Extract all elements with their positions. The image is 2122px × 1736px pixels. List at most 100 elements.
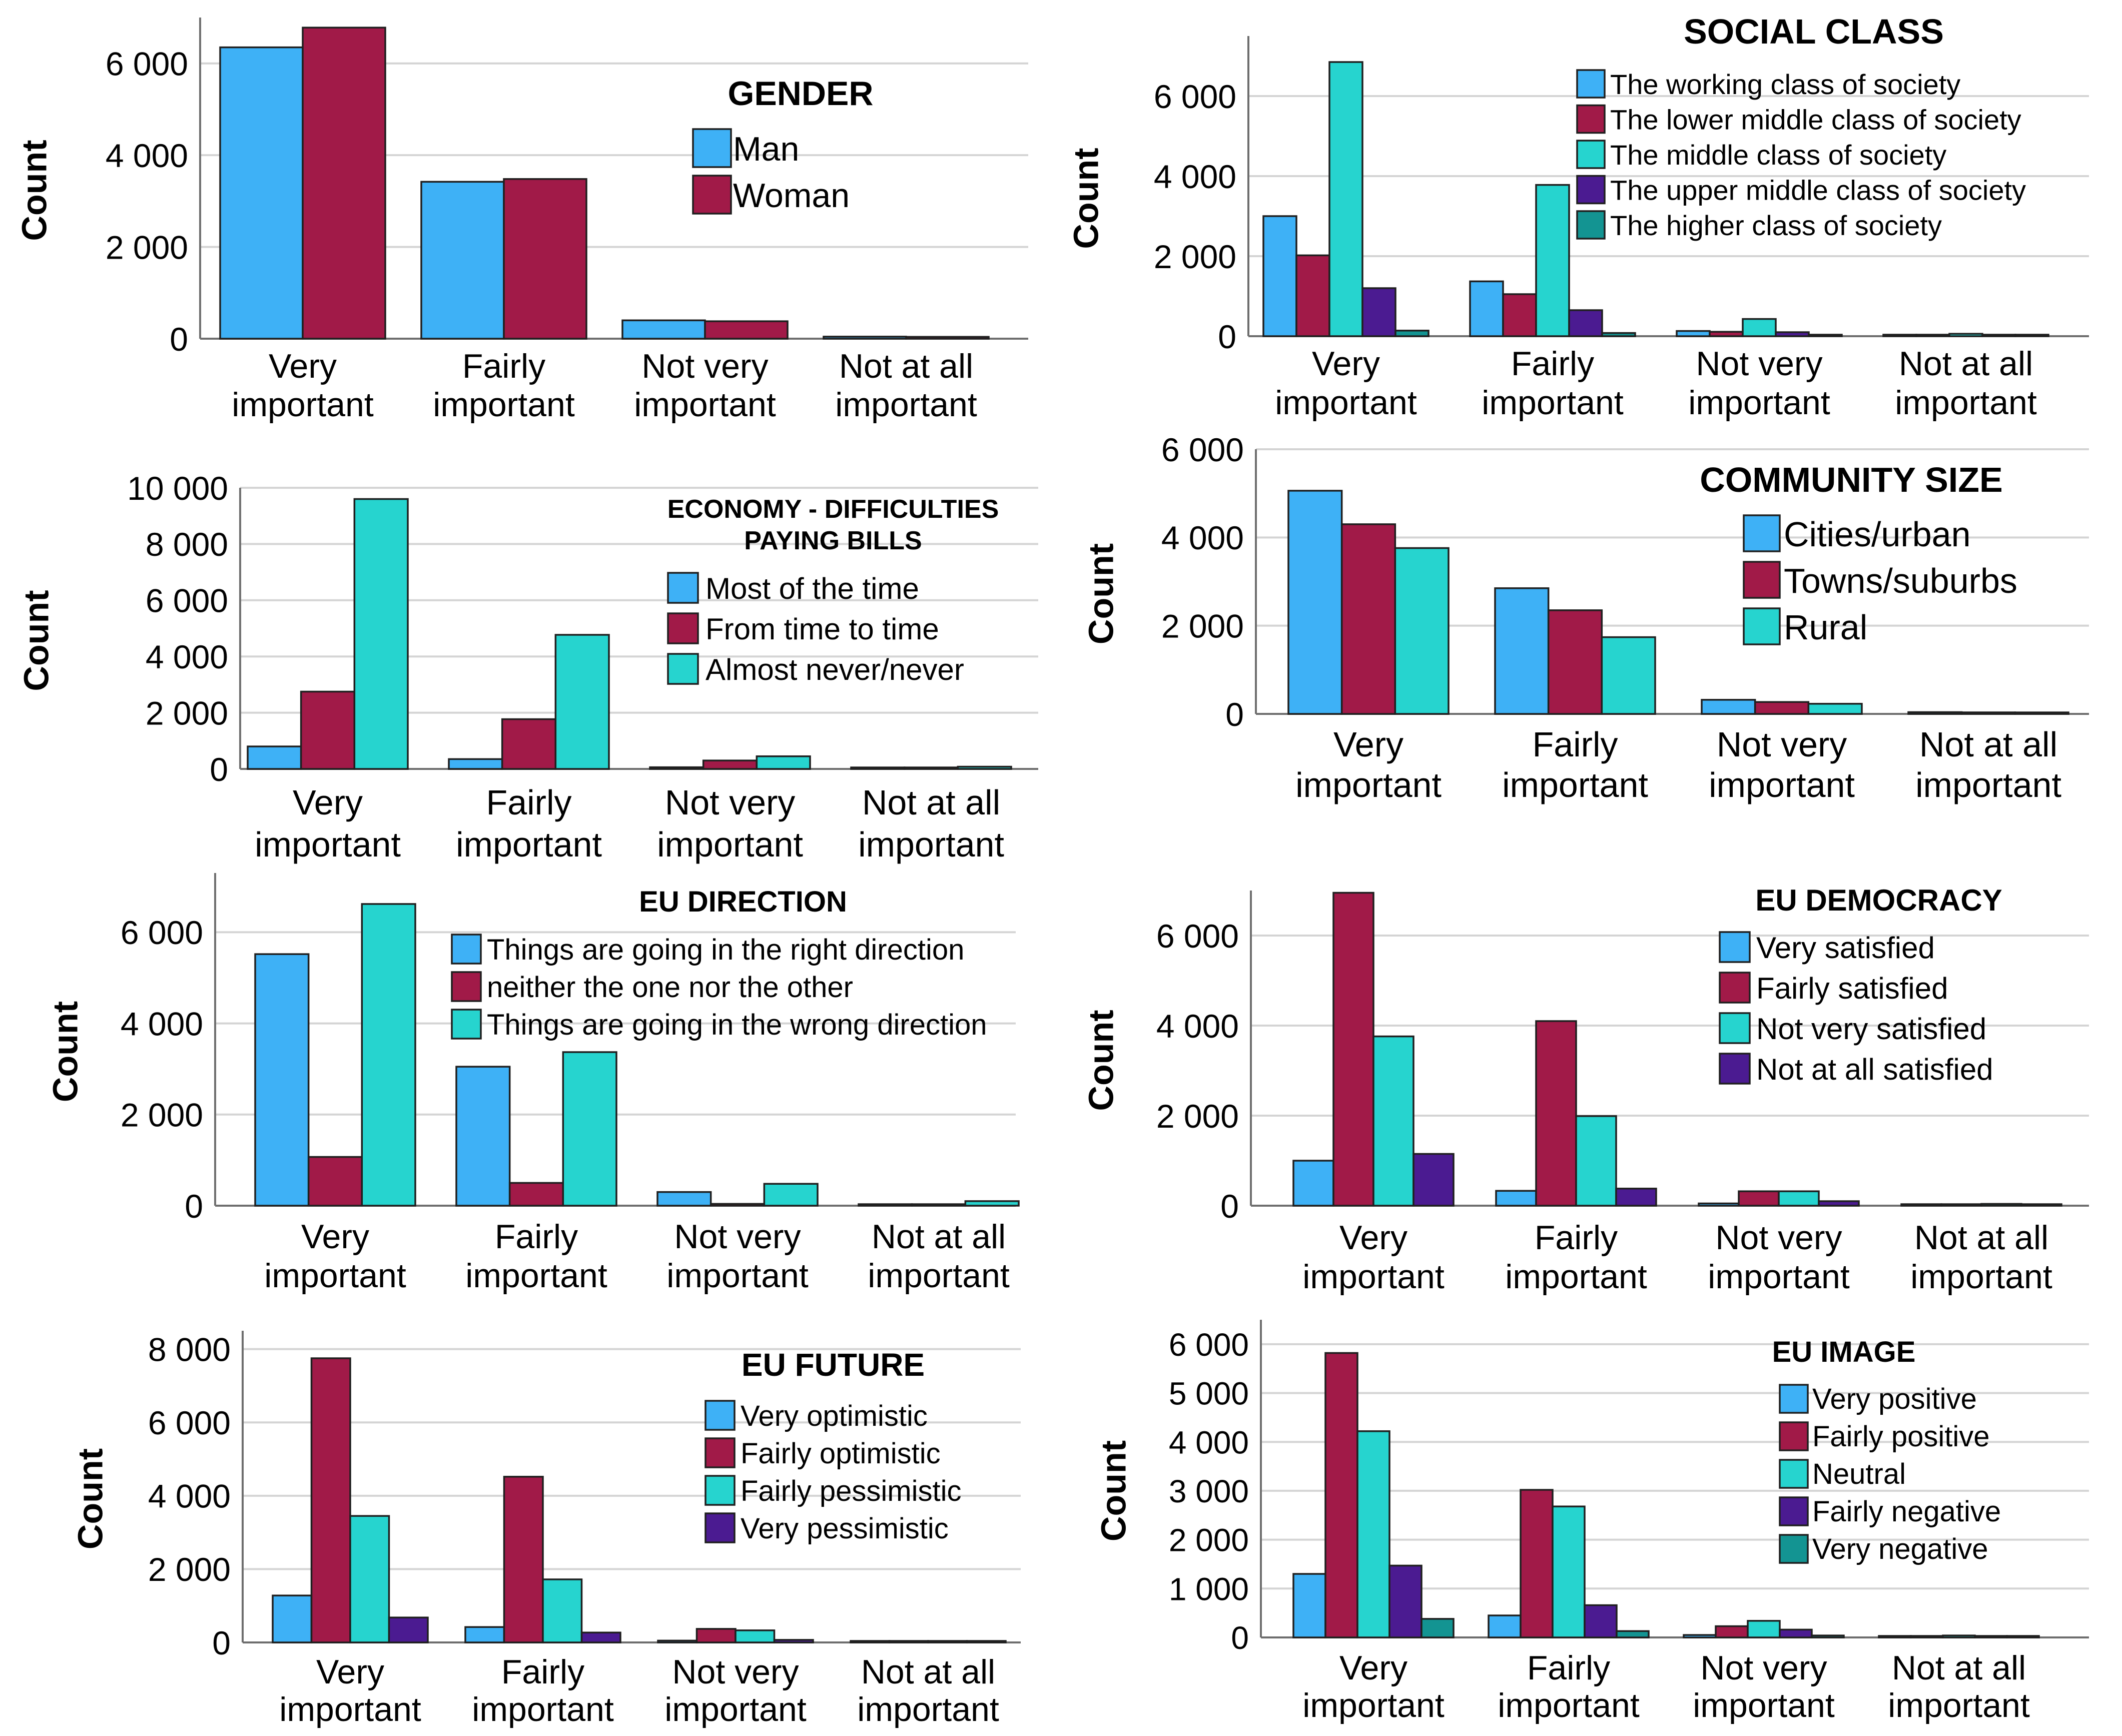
y-tick-label: 0 bbox=[1225, 696, 1244, 733]
x-tick-label: important bbox=[264, 1257, 406, 1295]
y-tick-label: 0 bbox=[210, 751, 228, 788]
bar bbox=[1421, 1618, 1455, 1638]
bar bbox=[1361, 287, 1396, 337]
y-axis-label: Count bbox=[46, 1001, 85, 1102]
bar bbox=[247, 745, 302, 770]
x-tick-label: Very bbox=[293, 783, 363, 822]
legend-title: PAYING BILLS bbox=[744, 526, 922, 555]
legend-label: Fairly pessimistic bbox=[741, 1475, 962, 1507]
x-tick-label: Not very bbox=[1717, 725, 1847, 764]
legend-label: Fairly satisfied bbox=[1756, 972, 1948, 1005]
legend-label: Fairly negative bbox=[1812, 1495, 2001, 1528]
legend: SOCIAL CLASS The working class of society… bbox=[1576, 12, 2026, 241]
bar bbox=[1568, 309, 1603, 337]
x-tick-label: Very bbox=[301, 1218, 369, 1256]
legend: EU IMAGE Very positive Fairly positive Neut… bbox=[1772, 1336, 2001, 1565]
y-tick-label: 2 000 bbox=[1156, 1098, 1239, 1135]
bar bbox=[1494, 587, 1550, 715]
legend-swatch bbox=[692, 128, 732, 168]
y-axis-label: Count bbox=[1067, 148, 1106, 249]
x-tick-label: important bbox=[835, 386, 977, 424]
bar bbox=[1742, 318, 1777, 337]
legend-swatch bbox=[451, 1009, 482, 1040]
y-tick-label: 3 000 bbox=[1169, 1473, 1249, 1509]
y-tick-label: 2 000 bbox=[1161, 607, 1244, 644]
bar bbox=[704, 320, 789, 340]
bar bbox=[1698, 1202, 1740, 1207]
x-tick-label: Fairly bbox=[462, 347, 545, 385]
x-tick-label: Not at all bbox=[861, 1653, 995, 1691]
bar bbox=[1779, 1628, 1813, 1638]
legend-swatch bbox=[704, 1512, 736, 1543]
legend-swatch bbox=[1743, 607, 1781, 645]
x-tick-label: Not at all bbox=[839, 347, 973, 385]
bar bbox=[2014, 711, 2069, 715]
bar bbox=[1811, 1634, 1845, 1638]
x-tick-label: Very bbox=[1339, 1219, 1407, 1257]
legend-label: Very positive bbox=[1812, 1383, 1977, 1415]
bar bbox=[1701, 699, 1756, 715]
y-tick-label: 6 000 bbox=[106, 45, 188, 82]
bar bbox=[1412, 1153, 1455, 1207]
y-tick-label: 6 000 bbox=[1154, 78, 1236, 115]
legend-swatch bbox=[704, 1400, 736, 1431]
y-tick-label: 1 000 bbox=[1169, 1571, 1249, 1607]
bar bbox=[300, 690, 356, 770]
x-tick-label: important bbox=[1302, 1686, 1445, 1724]
bar bbox=[2014, 334, 2049, 337]
legend-swatch bbox=[1719, 931, 1751, 963]
bar bbox=[735, 1629, 776, 1643]
bar bbox=[966, 1640, 1007, 1643]
legend-label: Things are going in the right direction bbox=[487, 934, 964, 966]
y-tick-labels: 0 2 000 4 000 6 000 bbox=[1154, 78, 1236, 355]
y-tick-label: 4 000 bbox=[146, 638, 228, 675]
bar bbox=[254, 953, 310, 1207]
bar bbox=[272, 1594, 313, 1643]
x-tick-label: important bbox=[1302, 1258, 1445, 1296]
gridlines bbox=[1261, 1343, 2089, 1590]
bar bbox=[302, 27, 386, 340]
legend-label: Cities/urban bbox=[1784, 515, 1971, 554]
bars bbox=[254, 903, 1020, 1207]
x-tick-label: important bbox=[868, 1257, 1010, 1295]
legend-label: The higher class of society bbox=[1610, 210, 1942, 241]
bar bbox=[1340, 523, 1396, 715]
legend-swatch bbox=[1779, 1384, 1809, 1414]
y-tick-label: 2 000 bbox=[1169, 1522, 1249, 1558]
legend-title: ECONOMY - DIFFICULTIES bbox=[667, 495, 999, 524]
bar bbox=[621, 319, 706, 340]
gridlines bbox=[1248, 95, 2089, 257]
y-tick-label: 2 000 bbox=[148, 1551, 231, 1588]
bar bbox=[1394, 547, 1450, 715]
legend-swatch bbox=[1779, 1421, 1809, 1451]
x-tick-label: Fairly bbox=[1535, 1219, 1618, 1257]
bar bbox=[702, 759, 758, 770]
legend-label: Neutral bbox=[1812, 1458, 1906, 1490]
bar bbox=[1960, 711, 2016, 715]
bar bbox=[420, 181, 505, 340]
legend-label: The upper middle class of society bbox=[1610, 175, 2026, 206]
y-axis-label: Count bbox=[17, 590, 56, 691]
x-tick-label: Fairly bbox=[486, 783, 571, 822]
bar bbox=[1709, 331, 1744, 337]
y-tick-labels: 0 2 000 4 000 6 000 8 000 10 000 bbox=[127, 470, 228, 788]
legend-swatch bbox=[704, 1475, 736, 1506]
legend-label: The lower middle class of society bbox=[1610, 104, 2021, 136]
bar bbox=[307, 1156, 363, 1207]
y-tick-label: 6 000 bbox=[146, 582, 228, 619]
bar bbox=[850, 1640, 891, 1643]
bar bbox=[448, 758, 503, 770]
bar bbox=[1616, 1630, 1650, 1638]
legend-label: Rural bbox=[1784, 608, 1867, 647]
x-tick-label: Fairly bbox=[1532, 725, 1618, 764]
legend-swatch bbox=[1576, 175, 1606, 205]
bar bbox=[1287, 490, 1343, 715]
x-tick-label: Not very bbox=[674, 1218, 801, 1256]
x-tick-label: important bbox=[1502, 765, 1648, 804]
x-tick-label: important bbox=[1888, 1686, 2030, 1724]
bar bbox=[773, 1639, 814, 1643]
x-tick-label: Fairly bbox=[1527, 1649, 1610, 1687]
legend-swatch bbox=[1743, 561, 1781, 599]
